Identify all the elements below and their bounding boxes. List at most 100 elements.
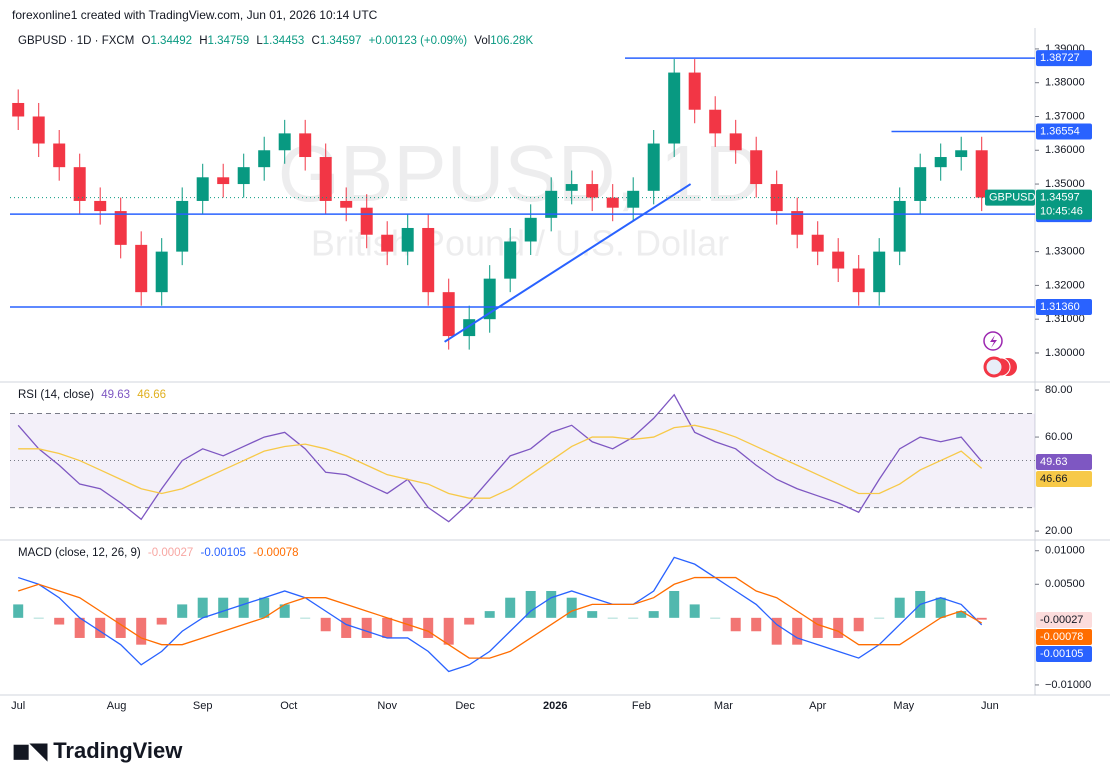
- y-tick-label: 20.00: [1045, 525, 1073, 537]
- macd-hist-bar: [853, 617, 864, 632]
- flag-icon[interactable]: [991, 357, 1011, 377]
- macd-hist-bar: [792, 617, 803, 645]
- vol-label: Vol: [474, 35, 491, 47]
- macd-hist-bar: [402, 617, 413, 632]
- macd-hist-bar: [423, 617, 434, 638]
- candle-body: [32, 116, 45, 144]
- y-tick-label: 1.36000: [1045, 144, 1085, 156]
- rsi-last-box: [1036, 471, 1092, 487]
- h: 1.34759: [207, 35, 250, 47]
- logo-mark: ◼◥: [12, 738, 48, 763]
- candle-body: [340, 200, 353, 208]
- macd-hist-bar: [443, 617, 454, 645]
- macd-hist-bar: [177, 604, 188, 618]
- rsi-band: [10, 413, 1035, 508]
- y-tick-label: 1.35000: [1045, 178, 1085, 190]
- macd-hist-bar: [710, 617, 721, 619]
- last-price: 1.34597: [1040, 192, 1080, 204]
- macd-last: -0.00105: [1040, 648, 1083, 660]
- macd-hist-bar: [197, 597, 208, 618]
- y-tick-label: 1.32000: [1045, 279, 1085, 291]
- last-price-name-box: [985, 189, 1035, 206]
- y-tick-label: 80.00: [1045, 384, 1073, 396]
- level-label: 1.36554: [1040, 125, 1080, 137]
- level-label-box: [1036, 50, 1092, 67]
- logo: ◼◥ TradingView: [12, 738, 186, 764]
- macd-hist-bar: [730, 617, 741, 632]
- macd-hist-bar: [648, 611, 659, 618]
- rsi-last-box: [1036, 454, 1092, 470]
- y-tick-label: 0.00500: [1045, 578, 1085, 590]
- y-tick-label: 1.38000: [1045, 77, 1085, 89]
- level-label-box: [1036, 206, 1092, 223]
- candle-body: [73, 167, 86, 201]
- macd-hist-bar: [894, 597, 905, 618]
- y-tick-label: −0.01000: [1045, 679, 1091, 691]
- macd-hist-bar: [382, 617, 393, 638]
- macd-hist-bar: [218, 597, 229, 618]
- candle-body: [381, 234, 394, 252]
- level-label: 1.31360: [1040, 301, 1080, 313]
- candle-body: [709, 109, 722, 134]
- macd-hist-bar: [238, 597, 249, 618]
- macd-hist-bar: [628, 617, 639, 619]
- level-label: 1.34109: [1040, 208, 1080, 220]
- x-tick-label: May: [893, 700, 914, 712]
- last-price-name: GBPUSD: [989, 192, 1036, 204]
- x-tick-label: Nov: [377, 700, 397, 712]
- ohlc-legend: GBPUSD · 1D · FXCM O1.34492 H1.34759 L1.…: [18, 35, 537, 47]
- candle-body: [975, 150, 988, 198]
- macd-hist-bar: [156, 617, 167, 625]
- watermark: GBPUSD, 1D: [278, 129, 763, 218]
- last-price-box: [1036, 189, 1092, 220]
- c-label: C: [311, 35, 320, 47]
- macd-hist-bar: [259, 597, 270, 618]
- o-label: O: [141, 35, 151, 47]
- x-tick-label: Apr: [809, 700, 826, 712]
- event-icon-bolt: [990, 335, 997, 348]
- candle-body: [893, 200, 906, 252]
- macd-hist-bar: [607, 617, 618, 619]
- candle-body: [873, 251, 886, 293]
- change: +0.00123 (+0.09%): [368, 35, 468, 47]
- flag-icon[interactable]: [983, 356, 1005, 378]
- event-icon[interactable]: [983, 331, 1003, 351]
- macd-hist-bar: [874, 617, 885, 619]
- candle-body: [196, 177, 209, 201]
- macd-hist-bar: [587, 611, 598, 618]
- y-tick-label: 1.30000: [1045, 347, 1085, 359]
- y-tick-label: 0.01000: [1045, 545, 1085, 557]
- signal-value: -0.00078: [253, 547, 299, 559]
- macd-hist-bar: [505, 597, 516, 618]
- candle-body: [688, 72, 701, 110]
- macd-hist-bar: [915, 590, 926, 618]
- l-label: L: [256, 35, 263, 47]
- hist-value: -0.00027: [147, 547, 194, 559]
- candle-body: [627, 190, 640, 208]
- candle-body: [914, 167, 927, 201]
- c: 1.34597: [319, 35, 362, 47]
- x-tick-label: Feb: [632, 700, 651, 712]
- macd-hist-bar: [833, 617, 844, 638]
- macd-hist-bar: [136, 617, 147, 645]
- candle-body: [463, 319, 476, 337]
- signal-last: -0.00078: [1040, 631, 1083, 643]
- candle-body: [53, 143, 66, 168]
- candle-body: [750, 150, 763, 185]
- logo-text: TradingView: [53, 738, 183, 763]
- level-label-box: [1036, 123, 1092, 140]
- candle-body: [545, 190, 558, 218]
- rsi-title: RSI (14, close): [18, 389, 95, 401]
- y-tick-label: 1.31000: [1045, 313, 1085, 325]
- macd-hist-bar: [546, 590, 557, 618]
- macd-hist-bar: [935, 597, 946, 618]
- macd-hist-bar: [341, 617, 352, 638]
- y-tick-label: 60.00: [1045, 431, 1073, 443]
- candle-body: [729, 133, 742, 151]
- flag-icon[interactable]: [999, 358, 1017, 376]
- candle-body: [135, 244, 148, 293]
- level-label-box: [1036, 299, 1092, 316]
- x-tick-label: Jul: [11, 700, 25, 712]
- macd-hist-bar: [669, 590, 680, 618]
